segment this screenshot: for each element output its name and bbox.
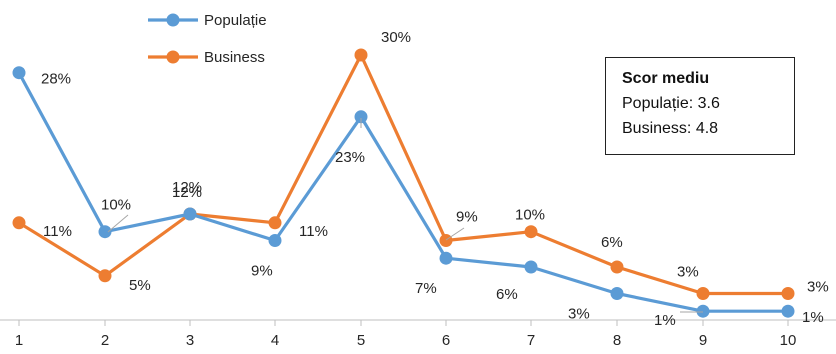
x-tick-label: 6 — [442, 332, 450, 349]
legend-swatch-marker — [166, 50, 180, 64]
data-label: 11% — [299, 223, 328, 240]
x-axis: 1 2 3 4 5 6 7 8 9 10 — [0, 319, 836, 349]
data-label: 12% — [172, 184, 202, 201]
data-label: 1% — [654, 312, 676, 329]
data-point — [439, 251, 453, 265]
score-row-business: Business: 4.8 — [622, 120, 719, 137]
data-label: 7% — [415, 280, 437, 297]
score-row-populatie: Populație: 3.6 — [622, 95, 720, 112]
legend: Populație Business — [148, 12, 267, 66]
data-point — [610, 287, 624, 300]
data-labels: 28% 10% 12% 9% 23% 7% 6% 3% 1% 1% 11% 5% 12% 11% 30% 9%… — [41, 29, 829, 329]
data-label: 5% — [129, 277, 151, 294]
data-point — [183, 207, 197, 221]
data-label: 3% — [807, 279, 829, 296]
data-point — [439, 234, 453, 247]
label-leader-line — [445, 227, 465, 241]
data-point — [781, 287, 795, 300]
data-label: 9% — [456, 209, 478, 226]
legend-label: Populație — [204, 12, 267, 29]
data-point — [268, 216, 282, 230]
data-label: 6% — [496, 286, 518, 303]
series-line-business — [18, 53, 788, 296]
x-tick-label: 5 — [357, 332, 365, 349]
data-point — [696, 287, 710, 300]
x-tick-label: 2 — [101, 332, 109, 349]
data-label: 3% — [568, 306, 590, 323]
legend-swatch-marker — [166, 13, 180, 27]
label-leader-line — [107, 214, 129, 233]
data-point — [354, 48, 368, 62]
data-label: 9% — [251, 263, 273, 280]
data-label: 10% — [101, 197, 131, 214]
data-label: 11% — [43, 223, 72, 240]
data-point — [354, 110, 368, 124]
x-tick-label: 3 — [186, 332, 194, 349]
data-point — [12, 216, 26, 230]
score-title: Scor mediu — [622, 70, 710, 87]
data-point — [696, 304, 710, 318]
x-tick-label: 8 — [613, 332, 621, 349]
data-point — [12, 66, 26, 80]
data-point — [524, 225, 538, 239]
data-point — [98, 269, 112, 283]
x-tick-label: 4 — [271, 332, 279, 349]
data-label: 10% — [515, 207, 545, 224]
legend-label: Business — [204, 49, 265, 66]
data-point — [98, 225, 112, 239]
series-line-populatie — [17, 71, 788, 313]
data-label: 3% — [677, 264, 699, 281]
data-label: 28% — [41, 71, 71, 88]
x-tick-label: 7 — [527, 332, 535, 349]
data-label: 6% — [601, 234, 623, 251]
data-label: 12% — [172, 179, 202, 196]
data-label: 30% — [381, 29, 411, 46]
series-layer — [12, 48, 795, 318]
data-point — [268, 234, 282, 247]
score-box: Scor mediu Populație: 3.6 Business: 4.8 — [605, 57, 795, 155]
data-point — [610, 260, 624, 274]
data-point — [524, 260, 538, 274]
x-tick-label: 9 — [699, 332, 707, 349]
x-tick-label: 10 — [780, 332, 797, 349]
data-label: 23% — [335, 149, 365, 166]
x-tick-label: 1 — [15, 332, 23, 349]
data-point — [781, 304, 795, 318]
data-label: 1% — [802, 309, 824, 326]
